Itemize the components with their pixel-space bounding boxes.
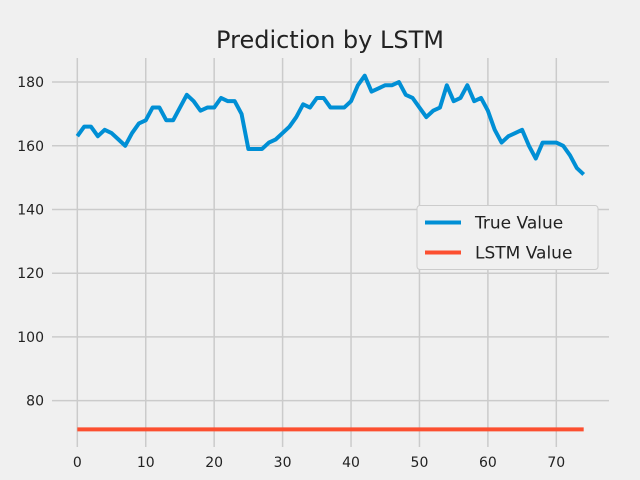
x-tick-label: 70: [547, 455, 565, 471]
x-tick-label: 0: [73, 455, 82, 471]
y-tick-label: 180: [17, 75, 44, 91]
y-tick-label: 140: [17, 202, 44, 218]
legend-label: LSTM Value: [475, 244, 572, 264]
x-tick-label: 30: [274, 455, 292, 471]
y-tick-label: 120: [17, 266, 44, 282]
legend: True Value LSTM Value: [416, 205, 599, 270]
y-tick-label: 80: [26, 394, 44, 410]
chart-title: Prediction by LSTM: [216, 26, 444, 54]
line-series: [75, 73, 586, 176]
y-tick-label: 100: [17, 330, 44, 346]
x-tick-label: 10: [137, 455, 155, 471]
x-tick-label: 40: [342, 455, 360, 471]
x-tick-label: 20: [205, 455, 223, 471]
legend-box: [416, 205, 599, 270]
x-tick-label: 60: [479, 455, 497, 471]
x-tick-label: 50: [411, 455, 429, 471]
legend-label: True Value: [474, 214, 563, 234]
x-axis-label: Time Scale: [280, 478, 379, 480]
y-tick-label: 160: [17, 139, 44, 155]
